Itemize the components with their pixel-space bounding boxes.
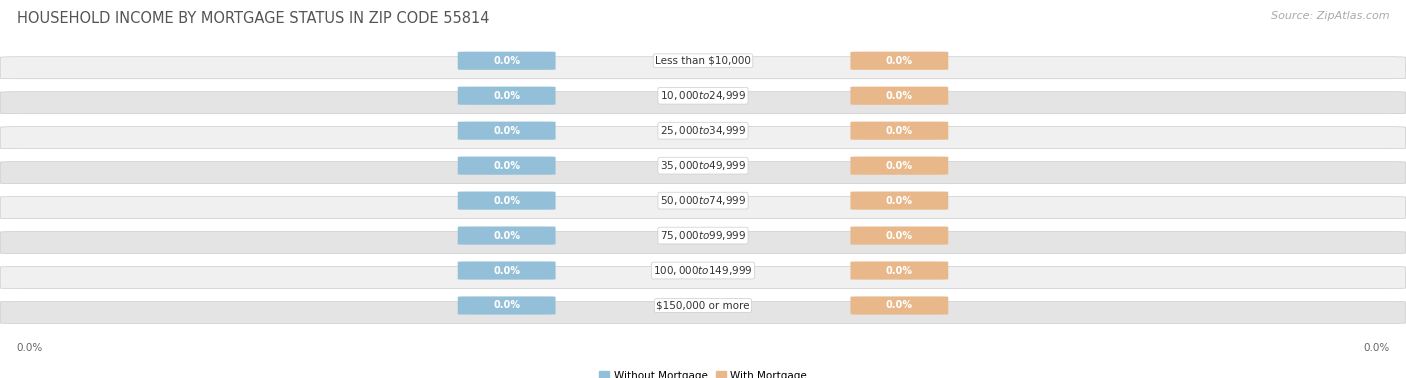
Text: 0.0%: 0.0% <box>886 56 912 66</box>
Text: $10,000 to $24,999: $10,000 to $24,999 <box>659 89 747 102</box>
Text: 0.0%: 0.0% <box>886 195 912 206</box>
FancyBboxPatch shape <box>458 262 555 280</box>
FancyBboxPatch shape <box>458 52 555 70</box>
Text: 0.0%: 0.0% <box>886 91 912 101</box>
FancyBboxPatch shape <box>851 52 948 70</box>
FancyBboxPatch shape <box>0 302 1406 324</box>
FancyBboxPatch shape <box>458 122 555 140</box>
FancyBboxPatch shape <box>851 192 948 210</box>
FancyBboxPatch shape <box>458 192 555 210</box>
FancyBboxPatch shape <box>0 162 1406 184</box>
Text: $35,000 to $49,999: $35,000 to $49,999 <box>659 159 747 172</box>
Text: 0.0%: 0.0% <box>886 125 912 136</box>
Text: 0.0%: 0.0% <box>1362 344 1389 353</box>
FancyBboxPatch shape <box>458 226 555 245</box>
Text: 0.0%: 0.0% <box>494 195 520 206</box>
FancyBboxPatch shape <box>0 92 1406 114</box>
FancyBboxPatch shape <box>851 122 948 140</box>
Text: 0.0%: 0.0% <box>886 301 912 310</box>
FancyBboxPatch shape <box>0 127 1406 149</box>
FancyBboxPatch shape <box>851 262 948 280</box>
Text: 0.0%: 0.0% <box>494 91 520 101</box>
FancyBboxPatch shape <box>0 197 1406 218</box>
Text: 0.0%: 0.0% <box>886 231 912 240</box>
FancyBboxPatch shape <box>458 296 555 314</box>
Text: $100,000 to $149,999: $100,000 to $149,999 <box>654 264 752 277</box>
Text: $75,000 to $99,999: $75,000 to $99,999 <box>659 229 747 242</box>
Text: 0.0%: 0.0% <box>494 125 520 136</box>
Text: Less than $10,000: Less than $10,000 <box>655 56 751 66</box>
Text: 0.0%: 0.0% <box>886 265 912 276</box>
FancyBboxPatch shape <box>851 296 948 314</box>
FancyBboxPatch shape <box>458 87 555 105</box>
FancyBboxPatch shape <box>0 266 1406 288</box>
Text: $25,000 to $34,999: $25,000 to $34,999 <box>659 124 747 137</box>
FancyBboxPatch shape <box>458 156 555 175</box>
Text: 0.0%: 0.0% <box>886 161 912 170</box>
FancyBboxPatch shape <box>851 156 948 175</box>
Text: 0.0%: 0.0% <box>494 301 520 310</box>
Text: 0.0%: 0.0% <box>17 344 44 353</box>
Legend: Without Mortgage, With Mortgage: Without Mortgage, With Mortgage <box>599 372 807 378</box>
Text: Source: ZipAtlas.com: Source: ZipAtlas.com <box>1271 11 1389 21</box>
FancyBboxPatch shape <box>851 87 948 105</box>
FancyBboxPatch shape <box>851 226 948 245</box>
Text: 0.0%: 0.0% <box>494 56 520 66</box>
FancyBboxPatch shape <box>0 232 1406 254</box>
Text: 0.0%: 0.0% <box>494 265 520 276</box>
Text: HOUSEHOLD INCOME BY MORTGAGE STATUS IN ZIP CODE 55814: HOUSEHOLD INCOME BY MORTGAGE STATUS IN Z… <box>17 11 489 26</box>
Text: $150,000 or more: $150,000 or more <box>657 301 749 310</box>
Text: 0.0%: 0.0% <box>494 161 520 170</box>
Text: $50,000 to $74,999: $50,000 to $74,999 <box>659 194 747 207</box>
FancyBboxPatch shape <box>0 57 1406 79</box>
Text: 0.0%: 0.0% <box>494 231 520 240</box>
